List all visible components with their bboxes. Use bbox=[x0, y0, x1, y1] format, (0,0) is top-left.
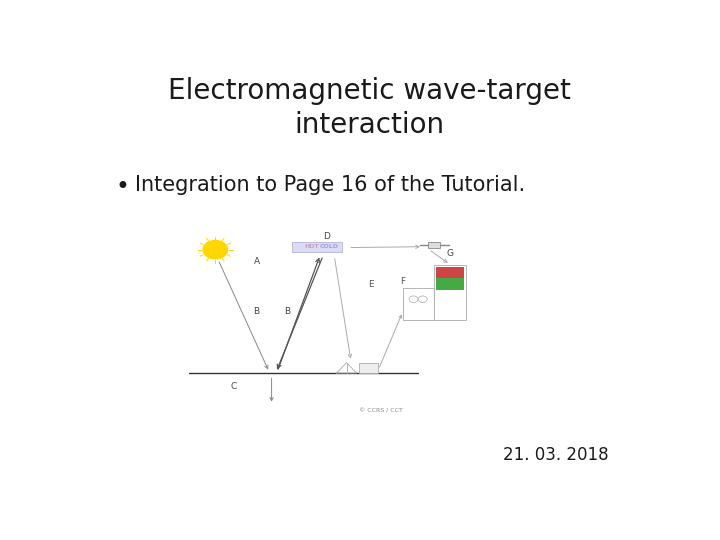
Text: •: • bbox=[115, 175, 129, 199]
Bar bbox=[428, 242, 440, 248]
Text: G: G bbox=[446, 248, 454, 258]
Text: Integration to Page 16 of the Tutorial.: Integration to Page 16 of the Tutorial. bbox=[135, 175, 525, 195]
Text: F: F bbox=[400, 277, 405, 286]
Text: 21. 03. 2018: 21. 03. 2018 bbox=[503, 446, 609, 464]
Bar bbox=[359, 363, 379, 373]
Text: E: E bbox=[369, 280, 374, 289]
Text: B: B bbox=[284, 307, 290, 316]
Bar bbox=[436, 279, 464, 290]
Bar bbox=[434, 266, 467, 320]
Text: D: D bbox=[323, 232, 330, 241]
Text: © CCRS / CCT: © CCRS / CCT bbox=[359, 408, 403, 413]
Circle shape bbox=[418, 296, 427, 302]
Bar bbox=[436, 267, 464, 290]
Text: B: B bbox=[253, 307, 259, 316]
Text: Electromagnetic wave-target
interaction: Electromagnetic wave-target interaction bbox=[168, 77, 570, 139]
Circle shape bbox=[203, 240, 228, 259]
Circle shape bbox=[409, 296, 418, 302]
Text: COLD: COLD bbox=[320, 245, 338, 249]
Text: A: A bbox=[254, 257, 261, 266]
Bar bbox=[292, 242, 342, 252]
Text: HOT: HOT bbox=[304, 245, 319, 249]
Bar bbox=[402, 288, 433, 320]
Text: C: C bbox=[231, 382, 237, 392]
